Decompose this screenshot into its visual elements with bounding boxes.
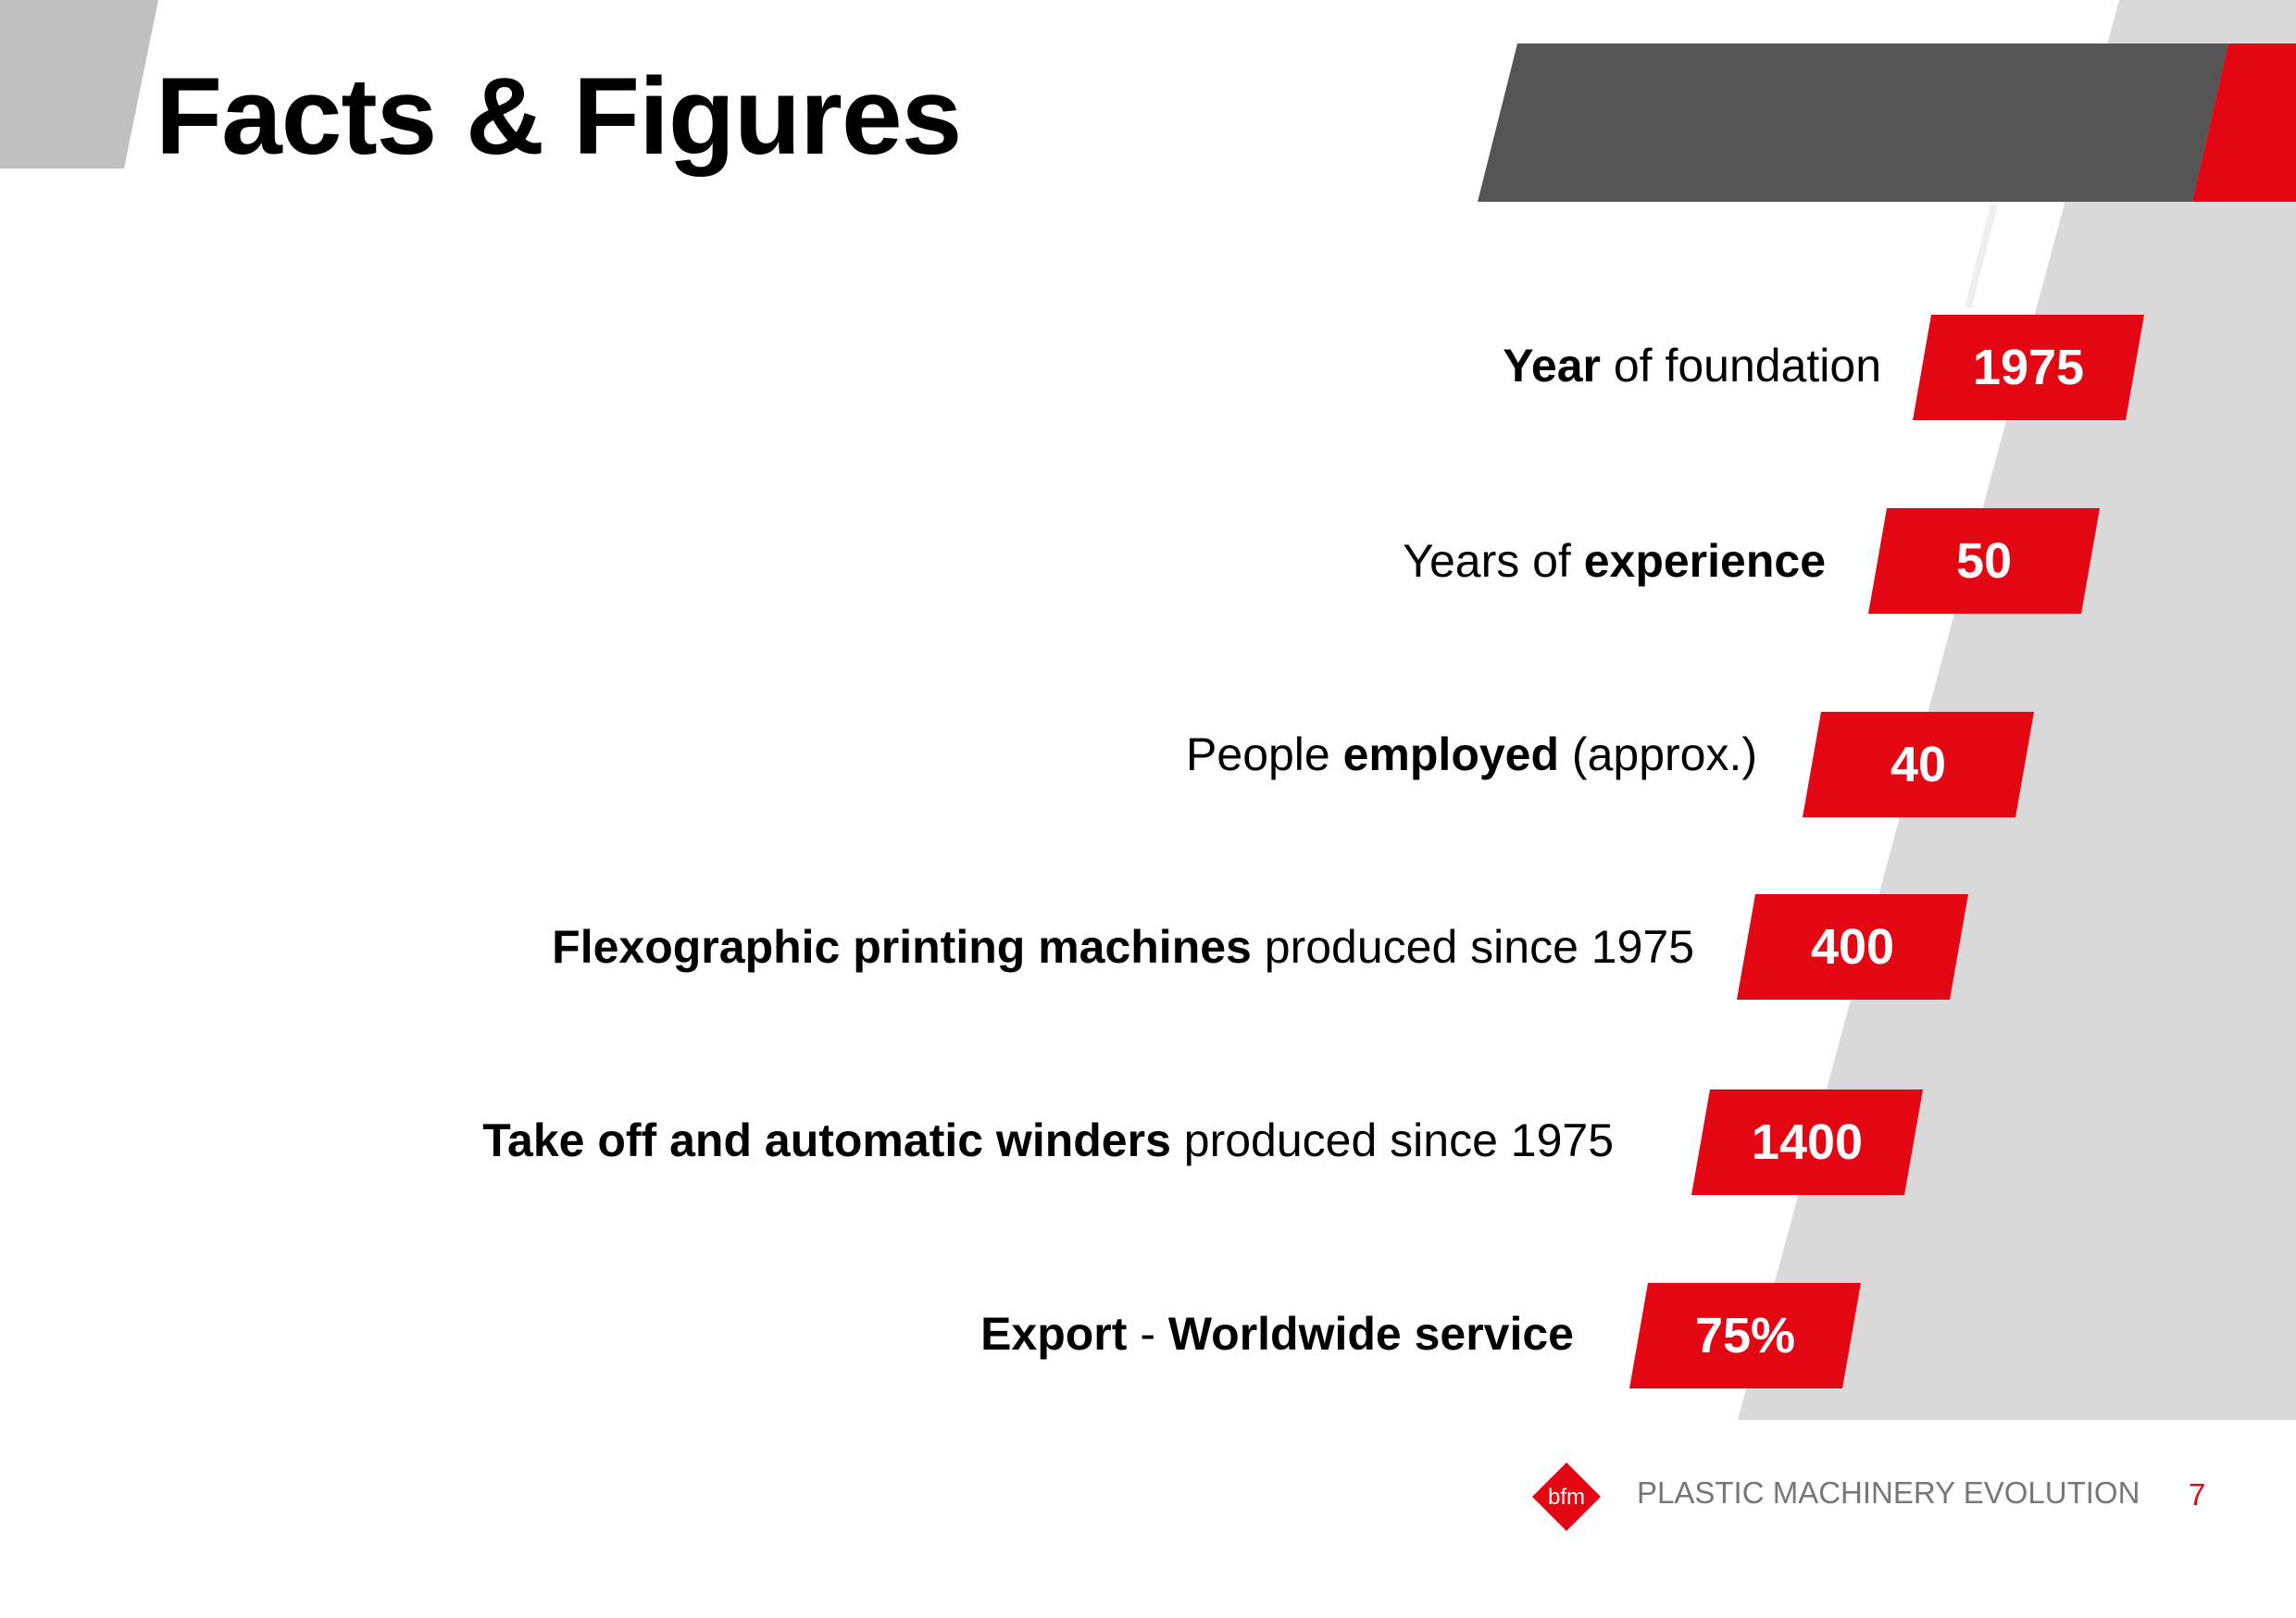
fact-value-badge: 1400 (1691, 1089, 1923, 1195)
fact-label: Flexographic printing machines produced … (552, 920, 1694, 974)
fact-label: Take off and automatic winders produced … (482, 1114, 1614, 1167)
fact-label-bold: Take off and automatic winders (482, 1114, 1171, 1166)
fact-value-badge: 1975 (1913, 315, 2144, 420)
bfm-logo: bfm (1532, 1462, 1601, 1531)
fact-label-bold: Worldwide service (1167, 1308, 1574, 1360)
svg-text:bfm: bfm (1548, 1485, 1585, 1510)
page-title: Facts & Figures (156, 56, 962, 178)
fact-label: Year of foundation (1503, 339, 1881, 392)
fact-label: People employed (approx.) (1186, 728, 1757, 781)
fact-label-bold: experience (1583, 535, 1826, 587)
fact-label-bold: Year (1503, 340, 1601, 392)
page-number: 7 (2189, 1477, 2206, 1512)
fact-value-badge: 40 (1803, 712, 2034, 817)
footer-tagline: PLASTIC MACHINERY EVOLUTION (1637, 1475, 2140, 1510)
fact-label: Export - Worldwide service (980, 1307, 1574, 1361)
fact-label-text: People (1186, 728, 1343, 780)
fact-value-badge: 75% (1629, 1283, 1861, 1388)
fact-label-text: of foundation (1600, 340, 1881, 392)
light-grey-diagonal-panel (1738, 0, 2296, 1420)
dark-header-bar (1478, 44, 2228, 202)
red-header-accent (2192, 44, 2296, 202)
fact-label-bold: Flexographic printing machines (552, 921, 1252, 973)
fact-value-badge: 400 (1737, 894, 1968, 1000)
faint-line (1965, 205, 1998, 307)
fact-label-text: (approx.) (1559, 728, 1757, 780)
fact-label-text: - (1127, 1308, 1168, 1360)
fact-label: Years of experience (1403, 534, 1826, 588)
corner-grey-shape (0, 0, 158, 168)
fact-value-badge: 50 (1868, 508, 2100, 614)
fact-label-text: produced since 1975 (1170, 1114, 1614, 1166)
fact-label-bold: employed (1342, 728, 1560, 780)
fact-label-bold: Export (980, 1308, 1128, 1360)
fact-label-text: produced since 1975 (1251, 921, 1694, 973)
fact-label-text: Years of (1403, 535, 1584, 587)
